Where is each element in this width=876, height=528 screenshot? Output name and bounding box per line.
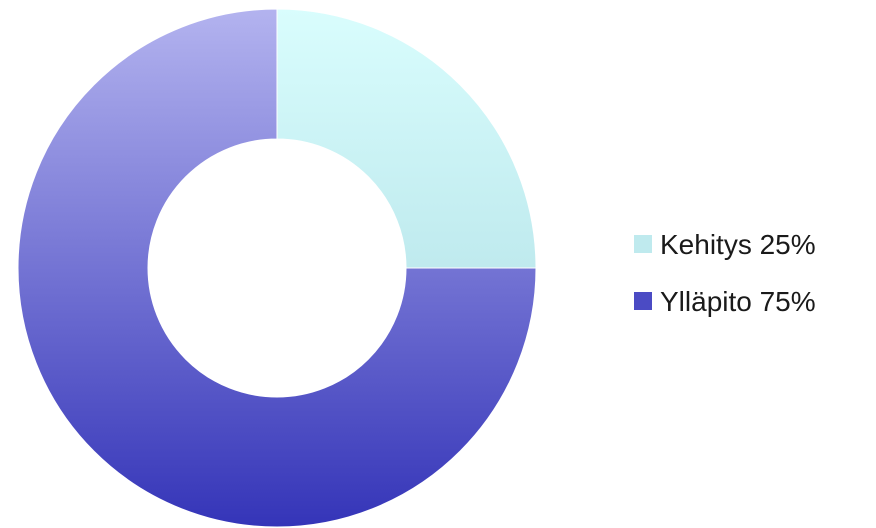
slice-kehitys bbox=[276, 8, 537, 269]
legend-label: Ylläpito 75% bbox=[660, 286, 816, 317]
legend-swatch bbox=[634, 292, 652, 310]
legend: Kehitys 25% Ylläpito 75% bbox=[634, 229, 816, 317]
legend-swatch bbox=[634, 235, 652, 253]
legend-item: Ylläpito 75% bbox=[634, 286, 816, 317]
legend-label: Kehitys 25% bbox=[660, 229, 816, 260]
slices-group bbox=[17, 8, 537, 528]
legend-item: Kehitys 25% bbox=[634, 229, 816, 260]
slice-yll-pito bbox=[17, 8, 537, 528]
